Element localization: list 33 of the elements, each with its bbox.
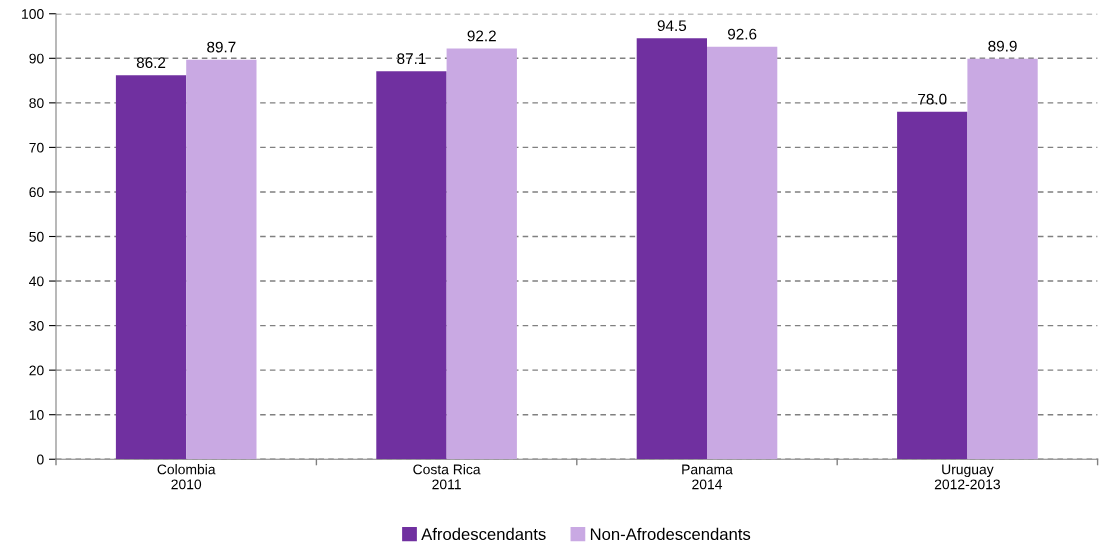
data-label: 86.2 [136, 57, 166, 69]
data-label: 89.9 [988, 40, 1017, 52]
data-label: 89.7 [207, 41, 236, 53]
data-label: 92.6 [728, 28, 757, 40]
bar [115, 75, 187, 460]
x-tick-label: Uruguay 2012-2013 [934, 464, 1000, 490]
bar [376, 71, 447, 460]
y-tick-label: 50 [29, 231, 44, 242]
bar [707, 46, 778, 460]
bar [186, 59, 257, 460]
x-tick-label: Colombia 2010 [157, 464, 216, 490]
y-tick-label: 70 [29, 142, 44, 153]
legend-label: Afrodescendants [421, 527, 546, 541]
data-label: 78.0 [918, 93, 947, 105]
y-tick-label: 20 [29, 365, 44, 376]
y-tick-label: 90 [29, 53, 44, 64]
bar [967, 58, 1038, 460]
bar [636, 38, 707, 460]
y-tick-label: 40 [29, 276, 44, 287]
bar [446, 48, 517, 460]
y-tick-label: 80 [29, 98, 44, 109]
bar [897, 111, 968, 460]
y-tick-label: 60 [29, 187, 44, 198]
data-label: 87.1 [397, 53, 426, 65]
y-tick-label: 0 [37, 454, 44, 465]
y-tick-label: 30 [29, 320, 44, 331]
y-tick-label: 10 [29, 410, 44, 420]
x-tick-label: Costa Rica 2011 [413, 464, 481, 490]
legend-label: Non-Afrodescendants [590, 527, 751, 541]
x-tick-label: Panama 2014 [682, 464, 733, 490]
y-tick-label: 100 [22, 9, 44, 19]
data-label: 92.2 [467, 30, 496, 42]
data-label: 94.5 [657, 20, 687, 32]
